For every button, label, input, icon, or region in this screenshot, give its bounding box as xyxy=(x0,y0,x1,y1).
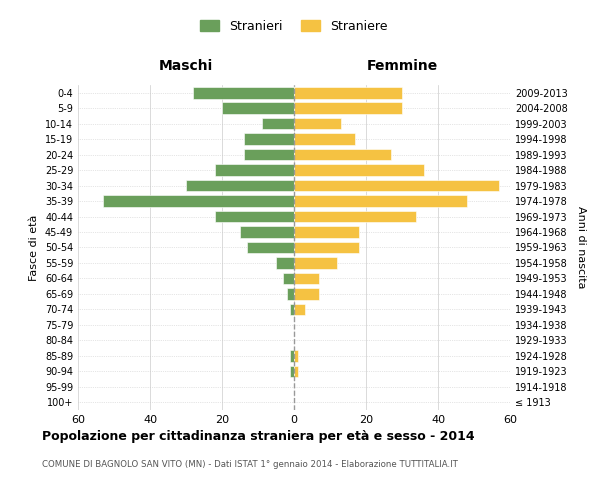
Bar xyxy=(283,272,294,284)
Y-axis label: Anni di nascita: Anni di nascita xyxy=(576,206,586,288)
Bar xyxy=(290,350,294,362)
Bar xyxy=(244,134,294,145)
Bar xyxy=(244,149,294,160)
Bar xyxy=(294,134,355,145)
Bar xyxy=(247,242,294,254)
Bar xyxy=(240,226,294,238)
Bar xyxy=(294,272,319,284)
Bar xyxy=(215,164,294,176)
Bar xyxy=(294,226,359,238)
Bar xyxy=(294,149,391,160)
Bar xyxy=(294,180,499,192)
Text: Popolazione per cittadinanza straniera per età e sesso - 2014: Popolazione per cittadinanza straniera p… xyxy=(42,430,475,443)
Bar xyxy=(294,118,341,130)
Text: Femmine: Femmine xyxy=(367,58,437,72)
Bar xyxy=(294,288,319,300)
Text: COMUNE DI BAGNOLO SAN VITO (MN) - Dati ISTAT 1° gennaio 2014 - Elaborazione TUTT: COMUNE DI BAGNOLO SAN VITO (MN) - Dati I… xyxy=(42,460,458,469)
Bar xyxy=(186,180,294,192)
Bar xyxy=(294,196,467,207)
Bar xyxy=(294,87,402,99)
Text: Maschi: Maschi xyxy=(159,58,213,72)
Bar xyxy=(103,196,294,207)
Bar xyxy=(294,242,359,254)
Bar xyxy=(294,210,416,222)
Bar xyxy=(294,304,305,315)
Bar xyxy=(294,366,298,377)
Bar xyxy=(294,350,298,362)
Y-axis label: Fasce di età: Fasce di età xyxy=(29,214,39,280)
Bar xyxy=(276,257,294,269)
Bar xyxy=(215,210,294,222)
Bar xyxy=(193,87,294,99)
Bar xyxy=(294,164,424,176)
Bar xyxy=(287,288,294,300)
Legend: Stranieri, Straniere: Stranieri, Straniere xyxy=(200,20,388,32)
Bar xyxy=(222,102,294,114)
Bar xyxy=(262,118,294,130)
Bar xyxy=(294,257,337,269)
Bar xyxy=(290,366,294,377)
Bar xyxy=(294,102,402,114)
Bar xyxy=(290,304,294,315)
